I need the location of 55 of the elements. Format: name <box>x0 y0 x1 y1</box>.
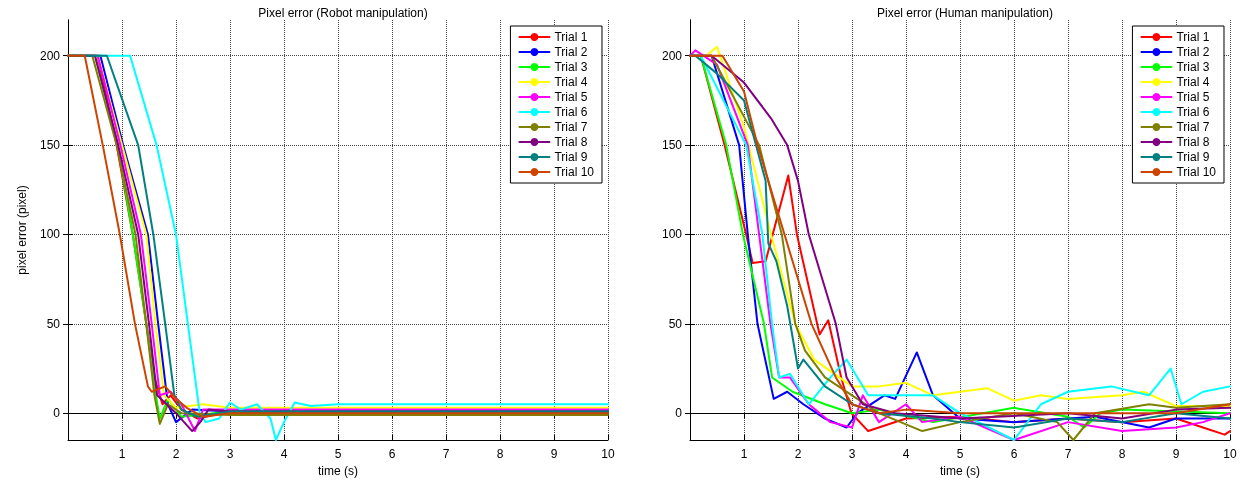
legend-label: Trial 10 <box>1176 165 1217 179</box>
legend-label: Trial 5 <box>554 90 588 104</box>
legend-label: Trial 7 <box>1176 120 1210 134</box>
legend-label: Trial 3 <box>554 60 588 74</box>
x-tick-label: 8 <box>1118 447 1126 461</box>
legend-label: Trial 1 <box>554 30 588 44</box>
y-tick-label: 50 <box>668 316 683 331</box>
y-axis-title: pixel error (pixel) <box>15 185 29 275</box>
x-tick-label: 5 <box>334 447 342 461</box>
y-tick-label: 200 <box>39 48 61 63</box>
legend-label: Trial 4 <box>1176 75 1210 89</box>
x-tick-label: 6 <box>1010 447 1018 461</box>
y-tick-label: 0 <box>53 406 61 421</box>
legend-label: Trial 4 <box>554 75 588 89</box>
x-tick-label: 9 <box>550 447 558 461</box>
x-tick-label: 4 <box>902 447 910 461</box>
x-axis-title: time (s) <box>318 463 358 478</box>
legend-label: Trial 9 <box>1176 150 1210 164</box>
legend-label: Trial 7 <box>554 120 588 134</box>
legend-label: Trial 10 <box>554 165 595 179</box>
y-tick-label: 0 <box>675 406 683 421</box>
x-tick-label: 1 <box>740 447 748 461</box>
x-tick-label: 1 <box>118 447 126 461</box>
legend-label: Trial 6 <box>554 105 588 119</box>
x-axis-title: time (s) <box>940 463 980 478</box>
legend-label: Trial 3 <box>1176 60 1210 74</box>
x-tick-label: 5 <box>956 447 964 461</box>
legend-label: Trial 9 <box>554 150 588 164</box>
legend-label: Trial 2 <box>554 45 588 59</box>
legend-label: Trial 6 <box>1176 105 1210 119</box>
x-tick-label: 10 <box>601 447 615 461</box>
legend-label: Trial 8 <box>554 135 588 149</box>
y-tick-label: 200 <box>661 48 683 63</box>
legend-label: Trial 8 <box>1176 135 1210 149</box>
chart-title: Pixel error (Human manipulation) <box>876 6 1054 20</box>
y-tick-label: 150 <box>661 138 683 153</box>
legend-label: Trial 2 <box>1176 45 1210 59</box>
y-tick-label: 50 <box>46 316 61 331</box>
x-tick-label: 2 <box>172 447 180 461</box>
x-tick-label: 10 <box>1223 447 1237 461</box>
x-tick-label: 8 <box>496 447 504 461</box>
x-tick-label: 7 <box>1064 447 1072 461</box>
x-tick-label: 9 <box>1172 447 1180 461</box>
legend-label: Trial 5 <box>1176 90 1210 104</box>
x-tick-label: 3 <box>226 447 234 461</box>
y-tick-label: 100 <box>39 227 61 242</box>
x-tick-label: 2 <box>794 447 802 461</box>
x-tick-label: 3 <box>848 447 856 461</box>
y-tick-label: 150 <box>39 138 61 153</box>
x-tick-label: 4 <box>280 447 288 461</box>
x-tick-label: 6 <box>388 447 396 461</box>
chart-title: Pixel error (Robot manipulation) <box>258 6 428 20</box>
y-tick-label: 100 <box>661 227 683 242</box>
legend-label: Trial 1 <box>1176 30 1210 44</box>
x-tick-label: 7 <box>442 447 450 461</box>
